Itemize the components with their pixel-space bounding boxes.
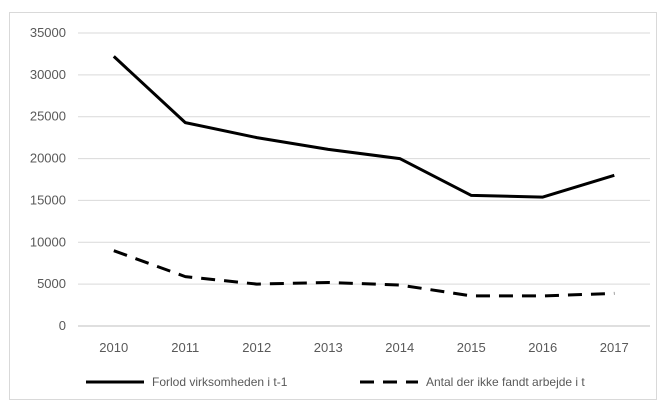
y-tick-label: 10000 <box>30 234 66 249</box>
y-tick-label: 5000 <box>37 276 66 291</box>
series-line-2 <box>113 249 615 298</box>
y-tick-label: 30000 <box>30 67 66 82</box>
y-tick-label: 15000 <box>30 192 66 207</box>
x-tick-label: 2012 <box>242 340 271 355</box>
x-tick-label: 2011 <box>171 340 199 355</box>
x-tick-label: 2014 <box>385 340 414 355</box>
legend-label: Antal der ikke fandt arbejde i t <box>426 375 585 389</box>
x-axis-ticks: 2010 2011 2012 2013 2014 2015 2016 2017 <box>99 340 628 355</box>
series-line-1 <box>112 55 615 199</box>
y-tick-label: 35000 <box>30 25 66 40</box>
x-tick-label: 2016 <box>528 340 557 355</box>
y-axis-ticks: 0 5000 10000 15000 20000 25000 30000 35000 <box>30 25 66 333</box>
y-tick-label: 20000 <box>30 151 66 166</box>
x-tick-label: 2017 <box>600 340 629 355</box>
x-tick-label: 2013 <box>314 340 343 355</box>
legend: Forlod virksomheden i t-1 Antal der ikke … <box>86 375 585 389</box>
x-tick-label: 2015 <box>457 340 486 355</box>
x-tick-label: 2010 <box>99 340 128 355</box>
y-tick-label: 25000 <box>30 109 66 124</box>
legend-label: Forlod virksomheden i t-1 <box>152 375 288 389</box>
gridlines <box>78 32 650 327</box>
chart-frame <box>9 12 657 400</box>
y-tick-label: 0 <box>59 318 66 333</box>
series-lines <box>112 55 615 298</box>
